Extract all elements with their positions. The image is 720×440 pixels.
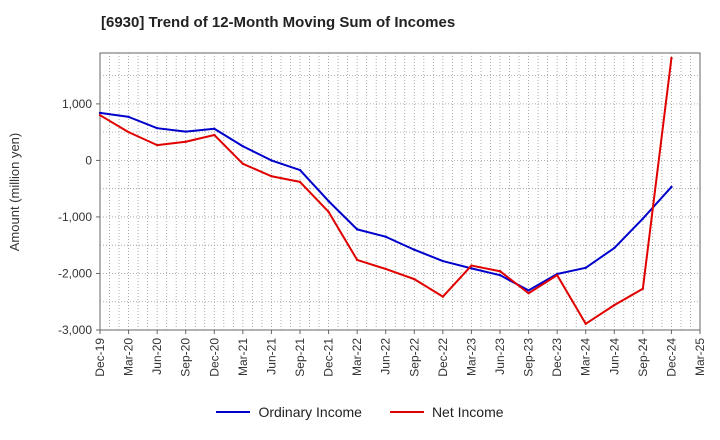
legend-swatch-net-income xyxy=(389,411,424,413)
data-point-ordinary-income xyxy=(184,130,187,133)
data-point-ordinary-income xyxy=(298,168,302,172)
legend-label-ordinary-income: Ordinary Income xyxy=(258,404,362,420)
data-point-net-income xyxy=(298,180,302,184)
data-point-net-income xyxy=(98,113,102,117)
data-point-net-income xyxy=(670,56,673,60)
y-tick-label: -3,000 xyxy=(58,323,92,337)
data-point-ordinary-income xyxy=(441,259,445,263)
x-tick-label: Jun-20 xyxy=(150,338,164,375)
x-tick-label: Sep-24 xyxy=(636,338,650,377)
data-point-ordinary-income xyxy=(527,289,530,292)
data-point-ordinary-income xyxy=(127,115,130,119)
data-point-ordinary-income xyxy=(413,248,416,251)
data-point-ordinary-income xyxy=(384,235,387,238)
chart-title: [6930] Trend of 12-Month Moving Sum of I… xyxy=(101,14,456,31)
data-point-net-income xyxy=(641,287,645,290)
x-tick-label: Mar-25 xyxy=(693,338,707,376)
y-axis-ticks: -3,000 -2,000 -1,000 0 1,000 xyxy=(58,97,100,337)
data-point-net-income xyxy=(584,322,587,325)
y-tick-label: -1,000 xyxy=(58,210,92,224)
x-tick-label: Jun-23 xyxy=(493,338,507,375)
x-tick-label: Dec-20 xyxy=(207,338,221,377)
x-axis-ticks: Dec-19 Mar-20 Jun-20 Sep-20 Dec-20 Mar-21 Jun-… xyxy=(93,330,707,377)
data-point-net-income xyxy=(470,264,473,267)
data-point-ordinary-income xyxy=(584,266,587,270)
data-point-net-income xyxy=(441,295,445,298)
data-point-net-income xyxy=(327,210,330,214)
y-tick-label: -2,000 xyxy=(58,266,92,280)
data-point-ordinary-income xyxy=(641,217,645,220)
data-point-net-income xyxy=(613,303,616,307)
data-point-net-income xyxy=(184,140,187,143)
data-point-ordinary-income xyxy=(670,185,673,189)
y-tick-label: 0 xyxy=(85,153,92,167)
data-point-net-income xyxy=(355,258,359,262)
data-point-ordinary-income xyxy=(498,273,502,277)
x-tick-label: Sep-23 xyxy=(522,338,536,377)
x-tick-label: Mar-24 xyxy=(579,338,593,376)
data-point-ordinary-income xyxy=(613,246,616,250)
x-tick-label: Dec-19 xyxy=(93,338,107,377)
x-tick-label: Jun-22 xyxy=(379,338,393,375)
x-tick-label: Jun-21 xyxy=(264,338,278,375)
data-point-ordinary-income xyxy=(470,267,473,270)
data-point-net-income xyxy=(155,143,159,147)
x-tick-label: Sep-20 xyxy=(179,338,193,377)
y-tick-label: 1,000 xyxy=(62,97,92,111)
data-point-net-income xyxy=(213,133,216,137)
data-point-net-income xyxy=(384,267,387,271)
data-point-ordinary-income xyxy=(327,199,330,203)
legend: Ordinary Income Net Income xyxy=(0,404,720,420)
data-point-net-income xyxy=(127,130,130,134)
data-point-ordinary-income xyxy=(241,145,245,148)
x-tick-label: Dec-23 xyxy=(550,338,564,377)
x-tick-label: Sep-21 xyxy=(293,338,307,377)
legend-label-net-income: Net Income xyxy=(431,404,504,420)
data-point-ordinary-income xyxy=(355,228,359,231)
x-tick-label: Mar-21 xyxy=(236,338,250,376)
data-point-ordinary-income xyxy=(270,159,273,162)
data-point-ordinary-income xyxy=(213,127,216,130)
legend-item-ordinary-income: Ordinary Income xyxy=(216,404,362,420)
x-tick-label: Dec-24 xyxy=(664,338,678,377)
data-point-net-income xyxy=(413,277,416,281)
series-lines xyxy=(98,56,673,325)
x-tick-label: Jun-24 xyxy=(607,338,621,375)
legend-item-net-income: Net Income xyxy=(389,404,504,420)
x-tick-label: Mar-22 xyxy=(350,338,364,376)
data-point-net-income xyxy=(527,292,530,295)
x-tick-label: Dec-22 xyxy=(436,338,450,377)
data-point-net-income xyxy=(498,270,502,273)
x-tick-label: Sep-22 xyxy=(407,338,421,377)
x-tick-label: Mar-20 xyxy=(122,338,136,376)
data-point-net-income xyxy=(555,273,559,277)
grid-lines xyxy=(100,53,700,330)
x-tick-label: Mar-23 xyxy=(464,338,478,376)
data-point-net-income xyxy=(270,175,273,178)
data-point-ordinary-income xyxy=(155,126,159,130)
data-point-net-income xyxy=(241,162,245,165)
plot-area xyxy=(99,52,701,331)
y-axis-label: Amount (million yen) xyxy=(7,133,22,252)
x-tick-label: Dec-21 xyxy=(322,338,336,377)
data-point-ordinary-income xyxy=(98,111,102,115)
legend-swatch-ordinary-income xyxy=(216,411,251,413)
